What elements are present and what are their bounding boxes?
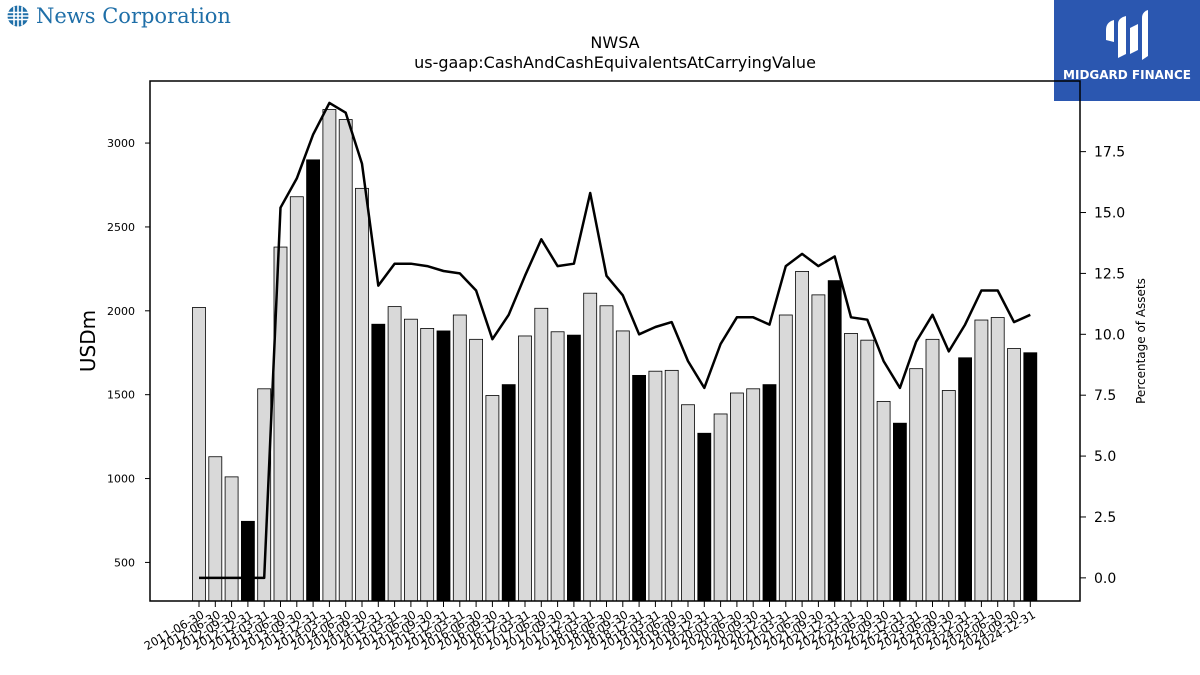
bar-2024-09-30 [1007,348,1021,602]
bar-2014-03-31 [322,109,337,602]
brand: News Corporation [6,4,231,28]
bar-2017-06-30 [534,307,549,602]
y2-tick-label: 15.0 [1094,206,1125,222]
bar-2021-12-31 [827,280,842,602]
y-tick-label: 3000 [107,137,135,150]
y2-tick-label: 17.5 [1094,145,1125,161]
left-axis: 500 1000 1500 2000 2500 3000 [107,137,150,569]
bar-2018-06-30 [599,305,614,602]
bar-2024-06-30 [990,317,1005,602]
y-tick-label: 1500 [107,389,135,402]
bar-2021-03-31 [778,314,793,602]
bar-2024-12-31 [1023,352,1038,602]
y2-tick-label: 7.5 [1094,388,1116,404]
bar-2012-09-30 [224,476,239,602]
bar-2016-03-31 [452,314,467,602]
bar-2011-06-30 [192,307,206,602]
bar-2012-06-30 [208,456,223,602]
bar-2014-09-30 [355,187,369,602]
bar-2015-12-31 [436,330,451,602]
bar-2020-06-30 [730,392,744,602]
bar-2013-09-30 [289,196,304,602]
bar-2018-03-31 [583,292,598,602]
chart-subtitle: us-gaap:CashAndCashEquivalentsAtCarrying… [414,53,816,72]
bar-2020-03-31 [713,413,728,602]
bar-2015-09-30 [420,328,435,602]
bar-2017-12-31 [567,334,581,602]
watermark-text: MIDGARD FINANCE [1063,68,1191,82]
brand-name: News Corporation [36,4,231,28]
series-line-percentage-of-assets [199,101,1031,580]
bar-2015-03-31 [387,306,402,602]
bar-2013-12-31 [306,159,321,602]
bar-2020-09-30 [746,388,761,602]
bar-2019-03-31 [648,370,663,602]
bar-2023-12-31 [958,357,972,602]
bar-2014-12-31 [371,323,386,602]
bar-2012-12-31 [240,520,255,602]
y2-tick-label: 5.0 [1094,449,1116,465]
y-tick-label: 500 [114,556,135,569]
bar-2022-09-30 [876,400,891,602]
bar-2018-12-31 [632,374,646,602]
x-axis: 2011-06-302012-06-302012-09-302012-12-31… [142,601,1038,653]
bar-2019-06-30 [664,369,679,602]
y2-tick-label: 12.5 [1094,266,1125,282]
bar-2023-03-31 [909,368,924,602]
y-axis-label: USDm [76,310,100,372]
bar-2019-12-31 [697,432,712,602]
y2-tick-label: 10.0 [1094,327,1125,343]
bar-2021-09-30 [811,294,826,602]
bar-2016-06-30 [469,338,484,602]
bar-2014-06-30 [338,119,353,602]
bar-2022-06-30 [860,339,875,602]
bar-2016-12-31 [501,384,516,602]
plot-frame [149,80,1081,602]
chart-title: NWSA [590,33,639,52]
right-axis: 0.0 2.5 5.0 7.5 10.0 12.5 15.0 17.5 [1080,145,1125,587]
bar-2018-09-30 [615,330,630,602]
y-tick-label: 1000 [107,473,135,486]
bar-2016-09-30 [485,395,500,602]
bar-2022-12-31 [893,422,907,602]
bar-2024-03-31 [974,319,989,602]
y2-tick-label: 0.0 [1094,571,1116,587]
y-tick-label: 2500 [107,221,135,234]
bar-2019-09-30 [681,404,695,602]
bar-2017-09-30 [550,331,565,602]
bar-2020-12-31 [762,384,777,602]
bar-2015-06-30 [403,318,418,602]
midgard-logo-icon [1106,10,1148,60]
y-tick-label: 2000 [107,305,135,318]
bar-2023-09-30 [941,390,956,602]
bar-2022-03-31 [844,333,858,602]
midgard-logo: MIDGARD FINANCE [1054,0,1200,101]
bar-2017-03-31 [518,335,532,602]
bar-2023-06-30 [925,338,940,602]
y2-tick-label: 2.5 [1094,510,1116,526]
bar-2021-06-30 [795,270,809,602]
globe-icon [7,5,29,27]
y2-axis-label: Percentage of Assets [1134,278,1148,404]
